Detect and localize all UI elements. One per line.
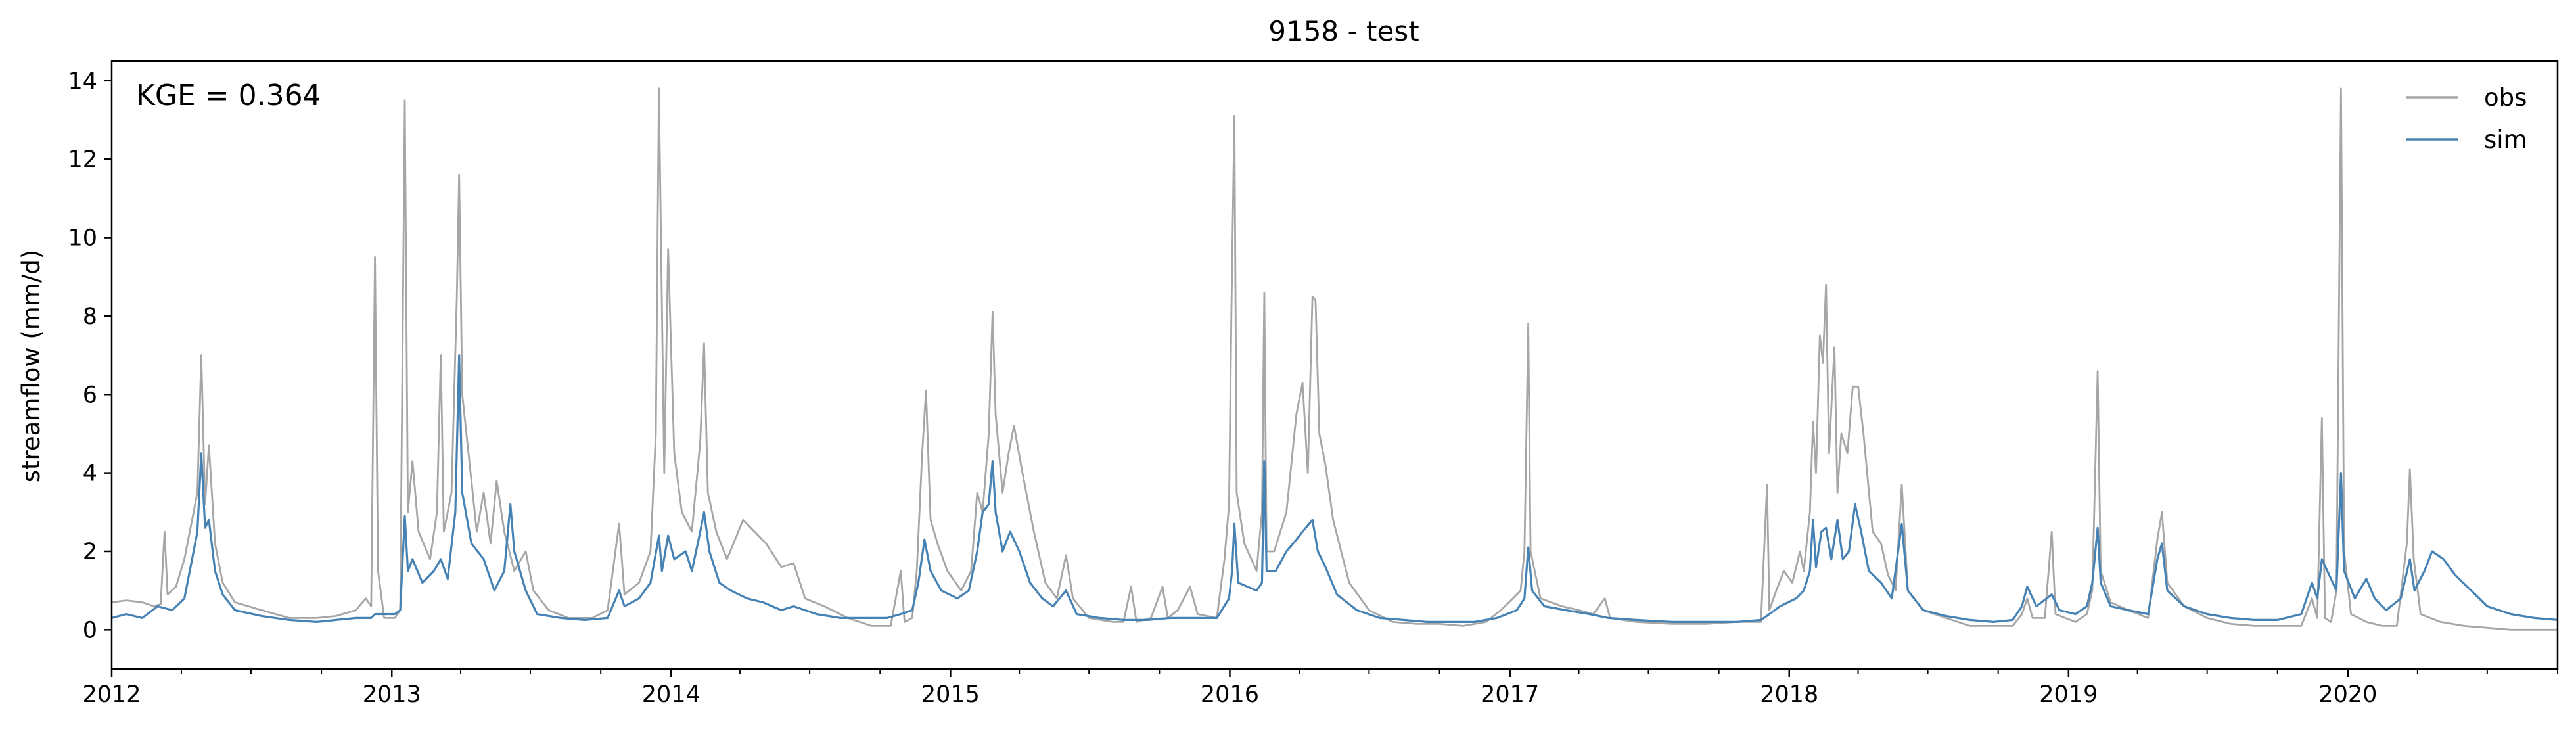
axes-layer: 0 2 4 6 8 10 12 14 2012 2013 2014 2015 2016 2017 2018 2… bbox=[68, 68, 2558, 708]
x-tick-label: 2012 bbox=[82, 681, 141, 708]
legend-label-obs: obs bbox=[2484, 83, 2527, 112]
x-tick-label: 2019 bbox=[2039, 681, 2098, 708]
x-tick-label: 2017 bbox=[1481, 681, 1539, 708]
y-axis-label: streamflow (mm/d) bbox=[17, 250, 45, 483]
y-tick-label: 6 bbox=[83, 382, 97, 408]
x-tick-label: 2014 bbox=[642, 681, 701, 708]
y-tick-label: 12 bbox=[68, 147, 97, 173]
x-tick-label: 2016 bbox=[1201, 681, 1259, 708]
y-tick-label: 0 bbox=[83, 617, 97, 643]
y-tick-label: 14 bbox=[68, 68, 97, 95]
y-tick-label: 8 bbox=[83, 304, 97, 330]
legend: obs sim bbox=[2406, 83, 2527, 154]
y-tick-label: 4 bbox=[83, 461, 97, 487]
legend-label-sim: sim bbox=[2484, 126, 2527, 154]
plot-frame bbox=[110, 60, 2559, 670]
chart-title: 9158 - test bbox=[1268, 15, 1419, 47]
series-line-sim bbox=[111, 354, 2558, 623]
kge-annotation: KGE = 0.364 bbox=[136, 79, 321, 112]
y-tick-label: 2 bbox=[83, 539, 97, 565]
y-tick-label: 10 bbox=[68, 225, 97, 252]
series-line-obs bbox=[111, 87, 2558, 631]
x-tick-label: 2020 bbox=[2318, 681, 2377, 708]
x-tick-label: 2018 bbox=[1760, 681, 1818, 708]
series-layer bbox=[111, 87, 2558, 631]
x-tick-label: 2015 bbox=[921, 681, 980, 708]
x-tick-label: 2013 bbox=[363, 681, 421, 708]
